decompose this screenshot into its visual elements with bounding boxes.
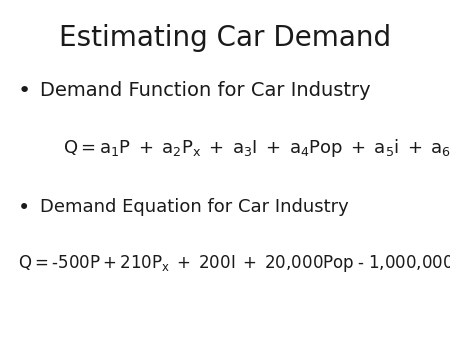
Text: Demand Equation for Car Industry: Demand Equation for Car Industry bbox=[40, 198, 349, 216]
Text: Demand Function for Car Industry: Demand Function for Car Industry bbox=[40, 81, 371, 100]
Text: $\mathrm{Q = a_1P\;+\;a_2P_x\;+\;a_3I\;+\;a_4Pop\;+\;a_5i\;+\;a_6A}$: $\mathrm{Q = a_1P\;+\;a_2P_x\;+\;a_3I\;+… bbox=[63, 137, 450, 159]
Text: Estimating Car Demand: Estimating Car Demand bbox=[59, 24, 391, 52]
Text: •: • bbox=[18, 81, 31, 101]
Text: •: • bbox=[18, 198, 30, 218]
Text: $\mathrm{Q = \text{-}500P + 210P_x\;+\;200I\;+\;20{,}000Pop\;\text{-}\;1{,}000{,: $\mathrm{Q = \text{-}500P + 210P_x\;+\;2… bbox=[18, 252, 450, 274]
